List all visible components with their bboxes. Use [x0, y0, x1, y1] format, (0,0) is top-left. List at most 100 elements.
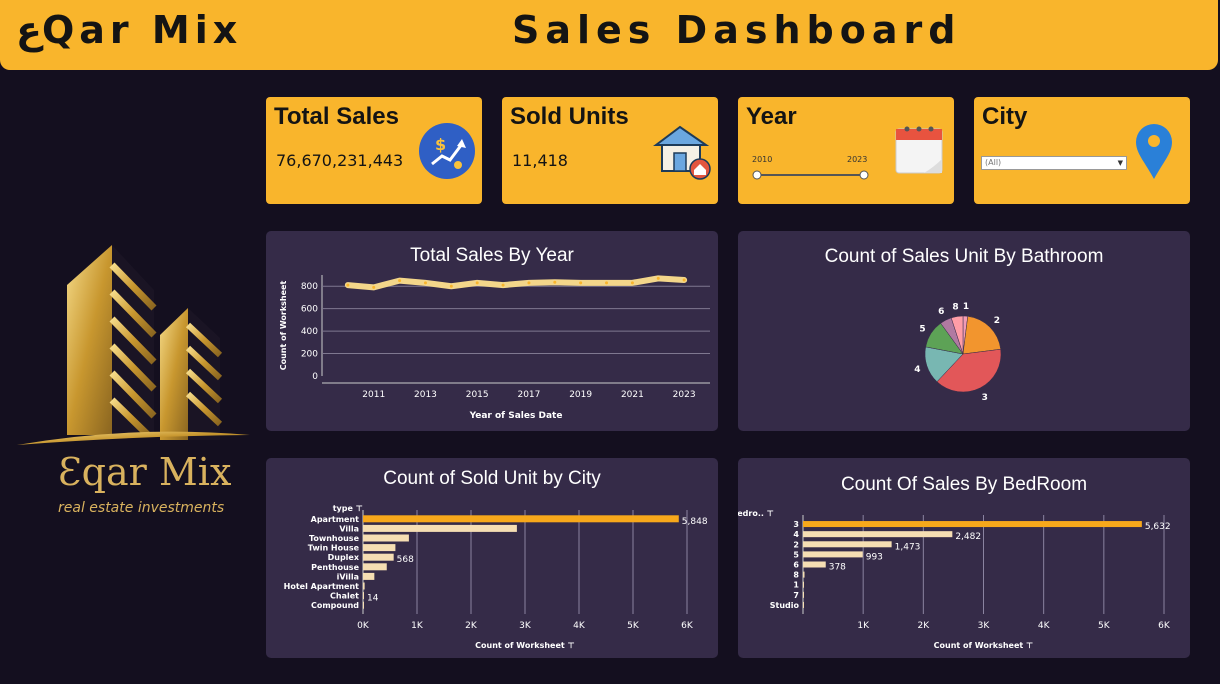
bar-Studio: [803, 601, 804, 608]
data-label: 568: [397, 555, 414, 565]
category-header: type ⊤: [333, 504, 363, 513]
bar-Apartment: [363, 515, 679, 523]
x-tick-label: 2K: [465, 621, 478, 631]
data-label: 2,482: [955, 532, 981, 542]
bar-7: [803, 591, 804, 598]
x-tick-label: 2011: [362, 390, 385, 400]
chart-title-sales-by-bathroom: Count of Sales Unit By Bathroom: [824, 246, 1104, 267]
kpi-year-label: Year: [746, 103, 797, 130]
x-axis-label: Count of Worksheet ⊤: [475, 641, 575, 650]
x-tick-label: 2013: [414, 390, 437, 400]
panel-sales-by-bedroom: Count Of Sales By BedRoom bedro.. ⊤ 3 5,63…: [738, 458, 1190, 658]
bar-Villa: [363, 524, 517, 532]
city-dropdown[interactable]: (All) ▼: [981, 156, 1127, 170]
x-tick-label: 3K: [519, 621, 532, 631]
bar-Penthouse: [363, 563, 387, 571]
header-bar: عQar Mix Sales Dashboard: [0, 0, 1218, 70]
data-point: [449, 284, 453, 288]
year-slider-handle-min[interactable]: [752, 170, 762, 180]
category-label: Hotel Apartment: [284, 582, 360, 591]
x-tick-label: 1K: [857, 621, 870, 631]
data-label: 5,632: [1145, 522, 1171, 532]
kpi-total-sales-value: 76,670,231,443: [276, 151, 404, 170]
city-dropdown-value: (All): [985, 158, 1002, 167]
data-point: [527, 281, 531, 285]
x-tick-label: 3K: [978, 621, 991, 631]
data-point: [398, 279, 402, 283]
bar-Twin House: [363, 544, 396, 552]
data-point: [630, 281, 634, 285]
x-tick-label: 2019: [569, 390, 592, 400]
x-tick-label: 2K: [918, 621, 931, 631]
kpi-sold-units: Sold Units 11,418: [502, 97, 718, 204]
x-tick-label: 5K: [1098, 621, 1111, 631]
chart-title-sales-by-bedroom: Count Of Sales By BedRoom: [840, 474, 1088, 495]
category-label: Townhouse: [309, 534, 360, 543]
series-line: [344, 275, 688, 291]
bar-8: [803, 571, 805, 578]
data-label: 5,848: [682, 517, 708, 527]
data-point: [372, 285, 376, 289]
data-point: [605, 281, 609, 285]
y-tick-label: 600: [301, 305, 318, 315]
category-label: 3: [793, 520, 799, 529]
data-label: 993: [866, 552, 883, 562]
year-slider-min: 2010: [752, 155, 773, 164]
category-label: Twin House: [308, 544, 360, 553]
chevron-down-icon[interactable]: ▼: [1117, 159, 1123, 167]
data-label: 378: [829, 563, 846, 573]
location-pin-icon: [1136, 124, 1172, 179]
category-label: 5: [793, 550, 799, 559]
data-point: [501, 283, 505, 287]
category-label: 6: [793, 561, 799, 570]
kpi-sold-units-label: Sold Units: [510, 103, 629, 130]
x-tick-label: 4K: [1038, 621, 1051, 631]
y-tick-label: 400: [301, 327, 318, 337]
bar-5: [803, 551, 863, 558]
logo-name: Ɛqar Mix: [58, 450, 232, 494]
x-tick-label: 2015: [466, 390, 489, 400]
x-axis-label: Count of Worksheet ⊤: [934, 641, 1034, 650]
category-label: 4: [793, 530, 799, 539]
bar-Duplex: [363, 553, 394, 561]
x-tick-label: 1K: [411, 621, 424, 631]
data-point: [579, 281, 583, 285]
bar-2: [803, 541, 892, 548]
x-tick-label: 2017: [517, 390, 540, 400]
year-slider-max: 2023: [847, 155, 868, 164]
year-slider[interactable]: [752, 169, 872, 181]
x-tick-label: 6K: [681, 621, 694, 631]
category-label: Apartment: [311, 515, 360, 524]
data-point: [346, 283, 350, 287]
bar-Hotel Apartment: [363, 582, 365, 590]
pie-label: 1: [963, 302, 969, 312]
chart-title-sales-by-year: Total Sales By Year: [410, 245, 574, 266]
bar-6: [803, 561, 826, 568]
category-label: 1: [793, 581, 799, 590]
bar-3: [803, 521, 1142, 528]
category-label: 7: [793, 591, 799, 600]
pie-slice-8: [950, 315, 964, 355]
bar-Townhouse: [363, 534, 409, 542]
x-tick-label: 0K: [357, 621, 370, 631]
pie-label: 8: [952, 303, 958, 313]
kpi-year: Year 2010 2023: [738, 97, 954, 204]
category-label: Penthouse: [311, 563, 359, 572]
dashboard-title: Sales Dashboard: [512, 8, 962, 52]
kpi-city: City: [974, 97, 1190, 204]
pie-label: 6: [938, 307, 944, 317]
company-logo: [17, 245, 250, 445]
data-label: 14: [367, 594, 379, 604]
calendar-icon: [895, 126, 943, 174]
panel-sales-by-year: Total Sales By Year 0 200 400 600 800 2011 201…: [266, 231, 718, 431]
data-point: [423, 281, 427, 285]
panel-sold-unit-by-city: Count of Sold Unit by City type ⊤ Apartme…: [266, 458, 718, 658]
bar-iVilla: [363, 572, 375, 580]
svg-text:$: $: [435, 135, 446, 154]
category-label: iVilla: [337, 572, 359, 581]
kpi-total-sales-label: Total Sales: [274, 103, 399, 130]
category-label: Compound: [311, 601, 359, 610]
kpi-city-label: City: [982, 103, 1028, 130]
pie-slice-3: [936, 348, 1002, 393]
year-slider-handle-max[interactable]: [859, 170, 869, 180]
